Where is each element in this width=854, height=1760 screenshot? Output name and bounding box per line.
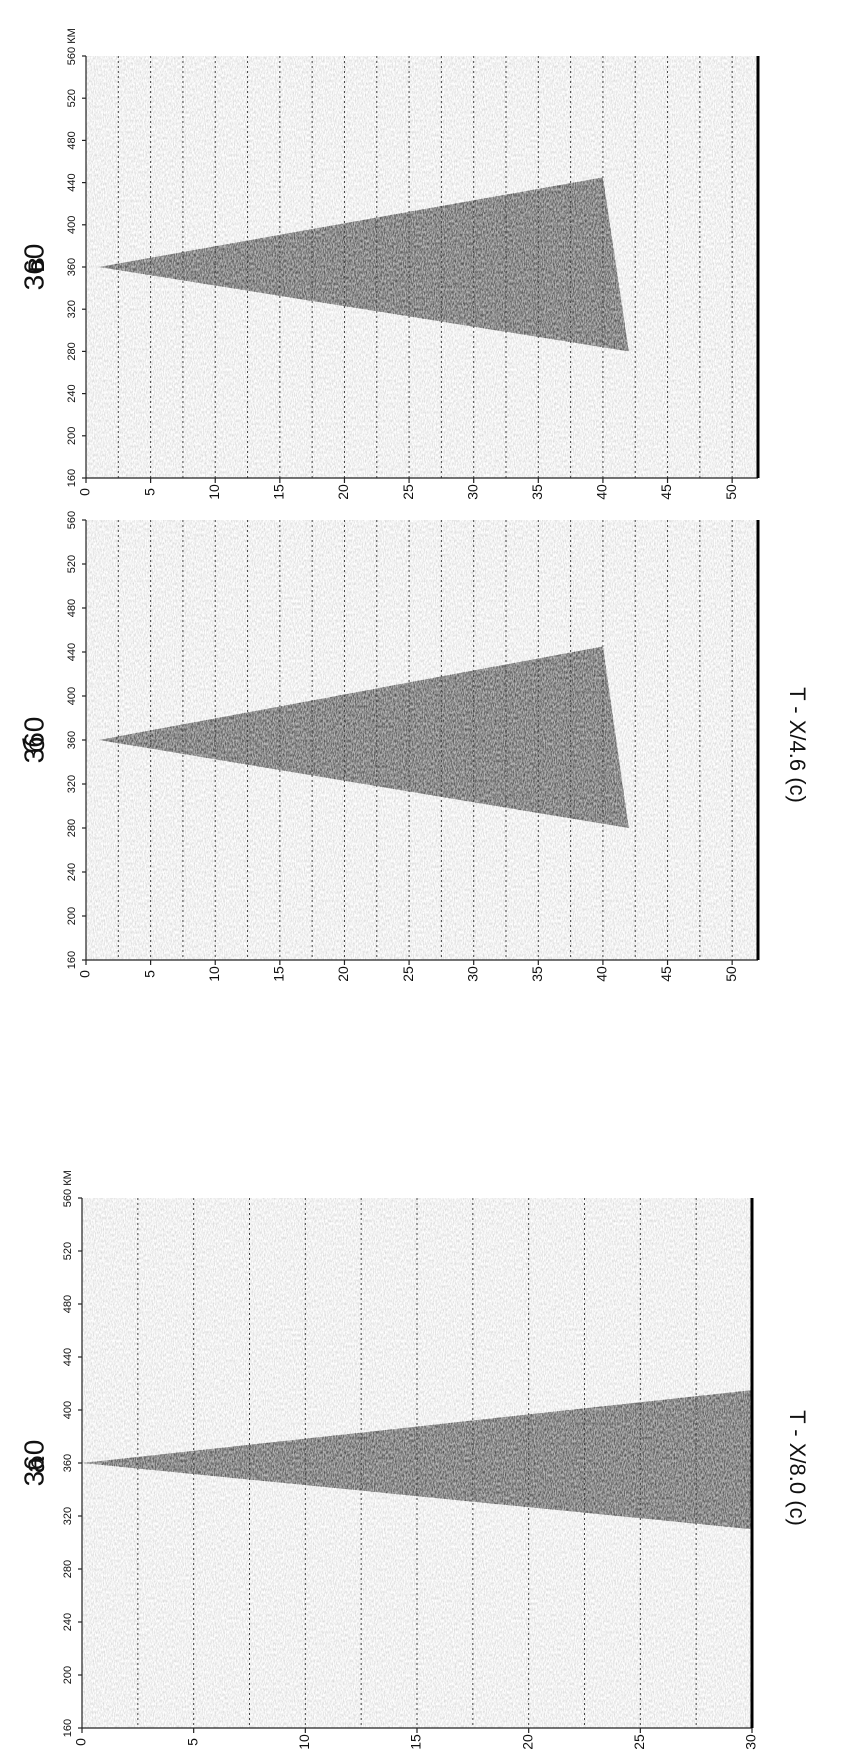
center-distance-label: 360 — [18, 717, 49, 764]
time-tick-label: 30 — [743, 1734, 759, 1750]
distance-tick-label: 440 — [66, 173, 78, 191]
time-tick-label: 20 — [335, 966, 351, 982]
time-tick-label: 5 — [184, 1738, 200, 1746]
time-tick-label: 20 — [519, 1734, 535, 1750]
panel-0 — [82, 55, 760, 483]
time-tick-label: 15 — [271, 966, 287, 982]
arrival-wedge-shade — [98, 646, 629, 828]
distance-tick-label: 320 — [62, 1507, 74, 1525]
time-tick-label: 15 — [271, 484, 287, 500]
distance-tick-label: 520 — [66, 555, 78, 573]
distance-tick-label: 360 — [66, 258, 78, 276]
distance-tick-label: 400 — [66, 216, 78, 234]
distance-tick-label: 320 — [66, 300, 78, 318]
distance-tick-label: 400 — [66, 687, 78, 705]
arrival-wedge — [98, 177, 629, 352]
distance-tick-label: 360 — [62, 1454, 74, 1472]
panel-label: б — [18, 736, 51, 753]
distance-tick-label: 200 — [62, 1666, 74, 1684]
time-tick-label: 5 — [141, 970, 157, 978]
time-tick-label: 20 — [335, 484, 351, 500]
time-tick-label: 0 — [77, 970, 93, 978]
time-tick-label: 5 — [141, 488, 157, 496]
distance-unit-label: КМ — [66, 28, 78, 44]
distance-tick-label: 440 — [66, 643, 78, 661]
time-tick-label: 0 — [73, 1738, 89, 1746]
distance-tick-label: 560 — [62, 1189, 74, 1207]
distance-tick-label: 280 — [66, 342, 78, 360]
time-tick-label: 45 — [658, 966, 674, 982]
distance-tick-label: 200 — [66, 427, 78, 445]
time-tick-label: 50 — [723, 966, 739, 982]
distance-tick-label: 160 — [62, 1719, 74, 1737]
time-tick-label: 30 — [464, 484, 480, 500]
distance-unit-label: КМ — [62, 1170, 74, 1186]
distance-tick-label: 360 — [66, 731, 78, 749]
distance-tick-label: 160 — [66, 951, 78, 969]
time-tick-label: 25 — [400, 966, 416, 982]
distance-tick-label: 440 — [62, 1348, 74, 1366]
distance-tick-label: 240 — [66, 863, 78, 881]
time-tick-label: 10 — [296, 1734, 312, 1750]
time-tick-label: 35 — [529, 484, 545, 500]
time-tick-label: 10 — [206, 966, 222, 982]
time-tick-label: 45 — [658, 484, 674, 500]
distance-tick-label: 400 — [62, 1401, 74, 1419]
distance-tick-label: 520 — [62, 1242, 74, 1260]
distance-tick-label: 320 — [66, 775, 78, 793]
time-tick-label: 40 — [594, 966, 610, 982]
time-axis-title: T - X/4.6 (c) — [785, 687, 810, 803]
time-tick-label: 30 — [464, 966, 480, 982]
distance-tick-label: 280 — [66, 819, 78, 837]
distance-tick-label: 240 — [62, 1613, 74, 1631]
time-tick-label: 15 — [408, 1734, 424, 1750]
panel-label: в — [18, 257, 51, 273]
time-tick-label: 50 — [723, 484, 739, 500]
center-distance-label: 360 — [18, 244, 49, 291]
time-tick-label: 0 — [77, 488, 93, 496]
distance-tick-label: 160 — [66, 469, 78, 487]
center-distance-label: 360 — [18, 1440, 49, 1487]
distance-tick-label: 240 — [66, 384, 78, 402]
time-tick-label: 25 — [400, 484, 416, 500]
time-tick-label: 25 — [631, 1734, 647, 1750]
distance-tick-label: 480 — [66, 599, 78, 617]
arrival-wedge — [98, 646, 629, 828]
arrival-wedge-shade — [98, 177, 629, 352]
distance-tick-label: 560 — [66, 511, 78, 529]
time-tick-label: 10 — [206, 484, 222, 500]
distance-tick-label: 560 — [66, 47, 78, 65]
distance-tick-label: 280 — [62, 1560, 74, 1578]
time-tick-label: 35 — [529, 966, 545, 982]
panel-1 — [82, 519, 760, 965]
panel-label: а — [18, 1456, 51, 1473]
time-axis-title: T - X/8.0 (c) — [785, 1410, 810, 1526]
distance-tick-label: 480 — [66, 131, 78, 149]
distance-tick-label: 480 — [62, 1295, 74, 1313]
distance-tick-label: 200 — [66, 907, 78, 925]
time-tick-label: 40 — [594, 484, 610, 500]
panel-2 — [78, 1197, 754, 1733]
distance-tick-label: 520 — [66, 89, 78, 107]
